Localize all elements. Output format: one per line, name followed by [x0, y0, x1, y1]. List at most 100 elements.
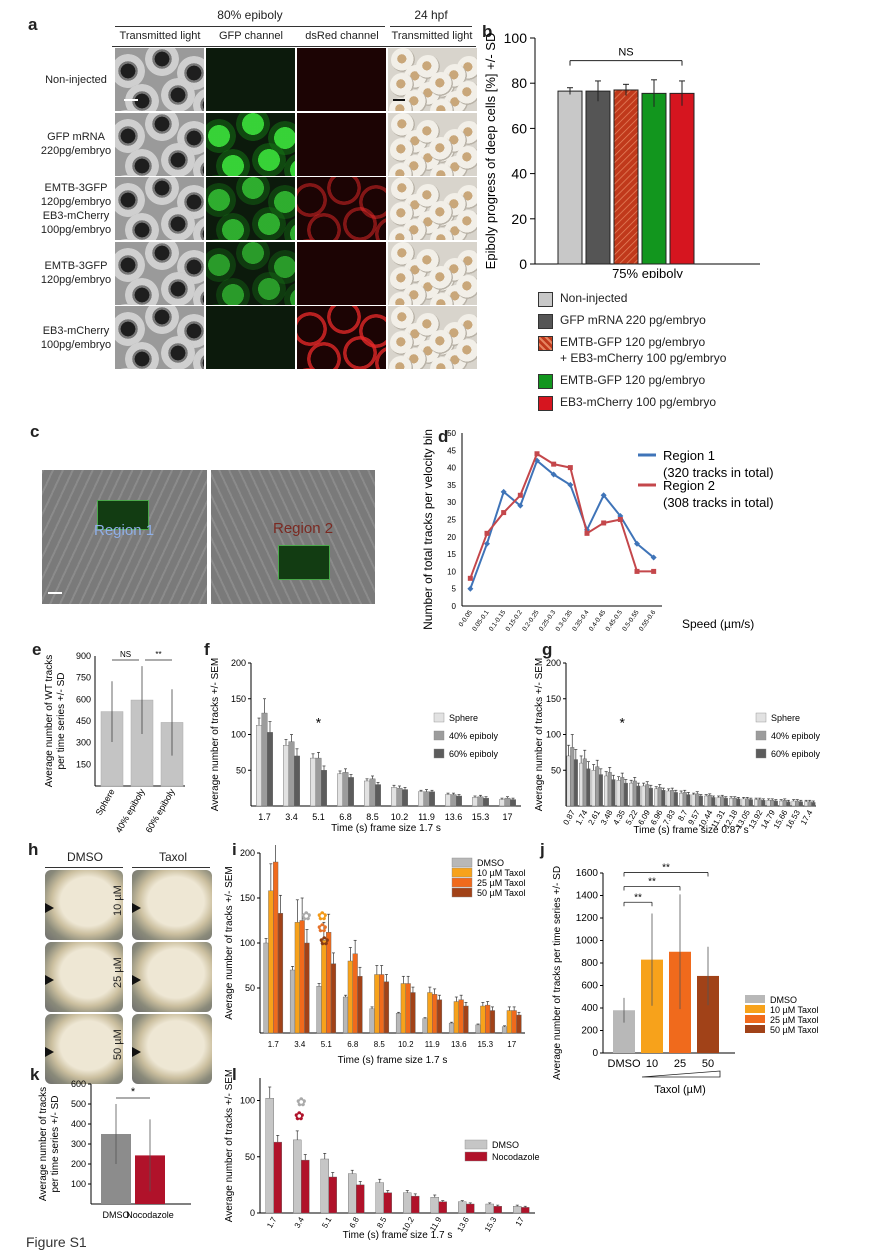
- bar: [477, 796, 484, 807]
- bar: [604, 775, 609, 807]
- bar: [570, 747, 575, 807]
- x-tick-label: Nocodazole: [126, 1210, 174, 1220]
- group-header-rule: [115, 26, 385, 27]
- tile-24hpf: [388, 241, 477, 305]
- y-tick-label: 100: [240, 938, 255, 948]
- embryo: [456, 81, 477, 105]
- panel-letter-d: d: [438, 427, 449, 446]
- embryo: [327, 177, 361, 205]
- bar: [342, 772, 349, 807]
- col-header-rule: [112, 46, 476, 47]
- legend-label: Sphere: [771, 713, 800, 723]
- bar: [595, 766, 600, 807]
- roi-box: [97, 500, 149, 530]
- x-tick-label: 5.1: [312, 812, 325, 822]
- bar: [493, 1206, 502, 1214]
- data-point: [567, 481, 574, 488]
- x-tick-label: 5.22: [624, 808, 640, 826]
- y-tick-label: 450: [76, 716, 91, 726]
- bar: [716, 797, 721, 807]
- y-tick-label: 100: [546, 730, 561, 740]
- bar: [521, 1207, 530, 1214]
- embryo: [216, 213, 250, 240]
- embryo: [389, 291, 413, 305]
- bar: [310, 757, 316, 807]
- data-point: [500, 488, 507, 495]
- y-tick-label: 600: [76, 694, 91, 704]
- bar: [682, 792, 687, 807]
- bar: [337, 773, 343, 807]
- bar: [579, 762, 584, 807]
- embryo: [161, 271, 195, 305]
- panel-letter-h: h: [28, 840, 39, 859]
- col-header-transmitted: Transmitted light: [119, 30, 201, 42]
- y-tick-label: 10: [447, 567, 456, 576]
- x-tick-label: 17: [514, 1215, 527, 1228]
- y-tick-label: 150: [231, 694, 246, 704]
- x-tick-label: 1.74: [574, 808, 590, 826]
- x-axis-label: Time (s) frame size 1.7 s: [338, 1055, 448, 1066]
- bar: [798, 801, 803, 807]
- bar: [636, 785, 641, 807]
- bar: [265, 1098, 274, 1214]
- y-tick-label: 600: [71, 1079, 86, 1089]
- legend-label: 25 µM Taxol: [770, 1015, 819, 1025]
- region-1-label: Region 1: [94, 522, 155, 539]
- legend-label: DMSO: [770, 995, 797, 1005]
- row-label-line: EMTB-3GFP: [44, 181, 108, 194]
- x-tick-label: 6.8: [347, 1040, 359, 1049]
- tile-24hpf: [388, 306, 477, 369]
- embryo: [115, 118, 145, 153]
- data-point: [617, 517, 623, 522]
- legend-label: DMSO: [492, 1140, 519, 1150]
- y-axis-label: Average number of tracks: [38, 1087, 49, 1201]
- embryo: [429, 330, 453, 354]
- embryo: [216, 148, 250, 176]
- tile-transmitted: [115, 112, 204, 176]
- embryo: [115, 303, 143, 305]
- x-tick-label: 1.7: [268, 1040, 280, 1049]
- legend-swatch: [451, 857, 473, 868]
- chart-l: 0 50 100 Average number of tracks +/- SEM 1.…: [224, 1070, 540, 1241]
- bar: [641, 785, 646, 807]
- embryo-taxol: [132, 870, 212, 940]
- y-tick-label: 50: [236, 765, 246, 775]
- bar: [429, 791, 435, 807]
- margin-arrow: [132, 1047, 141, 1057]
- legend-swatch: [451, 877, 473, 888]
- data-point: [467, 585, 474, 592]
- tile-dsred: [297, 241, 386, 305]
- embryo: [206, 174, 234, 176]
- x-tick-label: DMSO: [103, 1210, 130, 1220]
- data-point: [551, 461, 557, 467]
- x-tick-label: Sphere: [94, 787, 117, 817]
- embryo: [206, 303, 234, 305]
- col-header-dsred: dsRed channel: [305, 30, 379, 42]
- bar: [299, 920, 305, 1034]
- row-label-line: 220pg/embryo: [40, 145, 112, 157]
- chart-k: 100 200 300 400 500 600 Average number of trac…: [38, 1079, 191, 1220]
- bar: [458, 1201, 467, 1214]
- data-point: [501, 510, 507, 516]
- bar: [466, 1203, 475, 1214]
- bar: [779, 800, 784, 807]
- y-tick-label: 0: [250, 1208, 255, 1218]
- embryo: [456, 339, 477, 363]
- y-tick-label: 150: [76, 759, 91, 769]
- legend-swatch: [433, 712, 445, 723]
- bar: [463, 1005, 469, 1034]
- data-point: [517, 492, 523, 498]
- y-tick-label: 200: [71, 1159, 86, 1169]
- y-tick-label: 150: [546, 694, 561, 704]
- y-tick-label: 150: [240, 893, 255, 903]
- x-tick-label: 7.83: [661, 808, 677, 826]
- bar: [616, 780, 621, 807]
- significance-label: **: [634, 892, 642, 903]
- data-point: [584, 530, 590, 536]
- margin-arrow: [132, 903, 141, 913]
- x-tick-label: 1.7: [265, 1215, 279, 1230]
- row-label: EMTB-3GFP 120pg/embryo: [38, 259, 114, 287]
- bar: [795, 800, 800, 807]
- x-tick-label: 50: [702, 1058, 714, 1070]
- bar: [613, 89, 639, 265]
